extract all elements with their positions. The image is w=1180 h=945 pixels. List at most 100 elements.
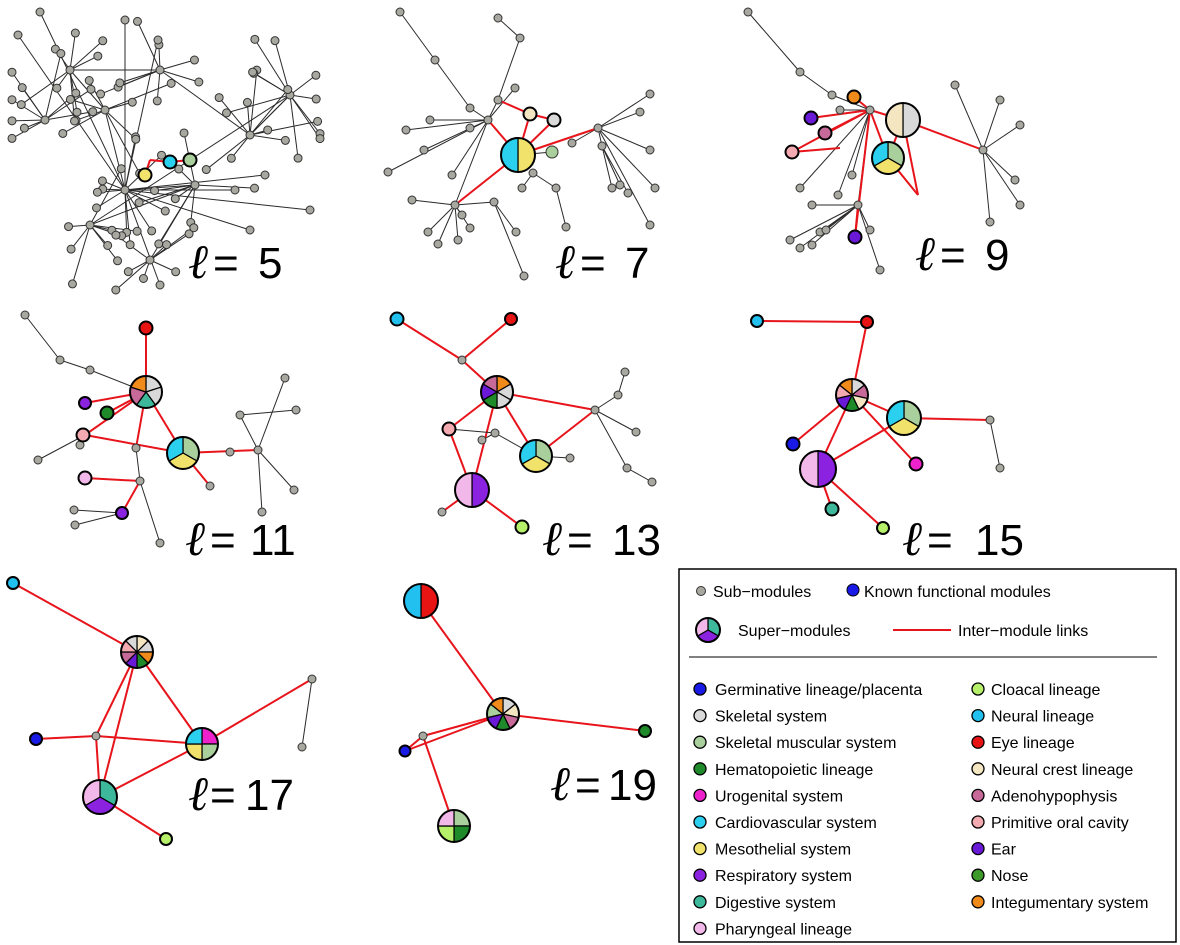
sub-module-link [982,99,1001,151]
sub-module-link [257,377,286,451]
sub-module-node [650,183,660,193]
sub-module-node [171,267,181,277]
sub-module-node [92,203,102,213]
known-module-node [546,112,562,128]
sub-module-link [857,204,881,271]
known-module-node [398,744,412,758]
sub-module-node [245,130,255,140]
sub-module-node [150,186,160,196]
sub-module-node [477,435,487,445]
sub-module-link [851,109,871,176]
sub-module-node [132,16,142,26]
known-module-node [784,144,800,160]
sub-module-node [58,128,68,138]
sub-module-link [239,414,259,451]
sub-module-node [613,390,623,400]
ell-value: 7 [625,239,649,288]
legend-known-modules-label: Known functional modules [864,584,1051,601]
super-module-node [480,375,514,409]
sub-module-link [411,199,456,206]
sub-module-node [250,34,260,44]
sub-module-node [160,206,170,216]
sub-module-link [69,32,76,71]
super-module-node [129,375,163,409]
sub-module-node [419,145,429,155]
sub-module-node [131,134,141,144]
sub-module-node [33,455,43,465]
ell-value: 17 [245,771,294,820]
inter-module-link [420,600,504,715]
sub-module-node [100,105,110,115]
sub-module-link [597,127,651,226]
sub-module-node [875,265,885,275]
sub-module-link [497,17,521,39]
inter-module-link [791,147,841,153]
sub-module-node [423,227,433,237]
panel-label-l15: ℓ = 15 [902,511,1024,567]
sub-module-node [645,145,655,155]
sub-module-node [96,89,106,99]
legend-label: Skeletal system [715,709,827,726]
sub-module-node [152,96,162,106]
ell-equals: = [210,771,236,820]
sub-module-node [242,97,252,107]
panel-label-l9: ℓ = 9 [915,226,1009,282]
sub-module-node [457,355,467,365]
sub-module-node [72,107,82,117]
sub-module-node [305,205,315,215]
ell-symbol: ℓ [902,511,922,567]
sub-module-link [11,99,46,121]
sub-module-link [597,111,641,129]
super-module-node [519,439,553,473]
sub-module-node [157,150,167,160]
super-module-node [166,436,200,470]
super-module-node [871,141,905,175]
sub-module-node [985,415,995,425]
sub-module-node [425,115,435,125]
known-module-node [750,314,764,328]
sub-module-node [561,222,571,232]
known-module-node [876,521,890,535]
sub-module-node [418,731,428,741]
sub-module-node [257,507,267,517]
sub-module-node [85,220,95,230]
ell-equals: = [575,761,601,810]
ell-equals: = [210,516,236,565]
known-module-node [908,456,924,472]
sub-module-node [490,428,500,438]
ell-symbol: ℓ [550,756,570,812]
inter-module-link [756,320,868,323]
sub-module-node [985,217,995,227]
sub-module-node [221,108,231,118]
sub-module-node [155,65,165,75]
sub-module-node [865,225,875,235]
sub-module-node [17,83,27,93]
known-module-node [522,106,538,122]
sub-module-node [111,285,121,295]
legend-right-column: Cloacal lineage Neural lineage Eye lineage… [971,682,1148,912]
ell-value: 15 [975,516,1024,565]
sub-module-link [597,127,656,189]
sub-module-node [645,89,655,99]
sub-module-link [89,168,122,226]
sub-module-node [950,80,960,90]
sub-module-node [795,243,805,253]
sub-module-node [567,138,577,148]
sub-module-node [483,115,493,125]
inter-module-link [95,735,203,745]
ell-symbol: ℓ [188,234,208,290]
ell-equals: = [580,239,606,288]
sub-module-node [132,226,142,236]
sub-module-node [565,453,575,463]
sub-module-link [119,69,161,84]
legend-swatch [693,788,707,803]
sub-module-node [7,133,17,143]
known-module-node [138,320,154,336]
known-module-node [846,89,862,105]
sub-module-link [451,119,489,176]
sub-module-node [313,116,323,126]
legend-label: Digestive system [715,895,836,912]
sub-module-link [115,259,151,291]
sub-module-node [283,85,293,95]
sub-module-node [311,70,321,80]
